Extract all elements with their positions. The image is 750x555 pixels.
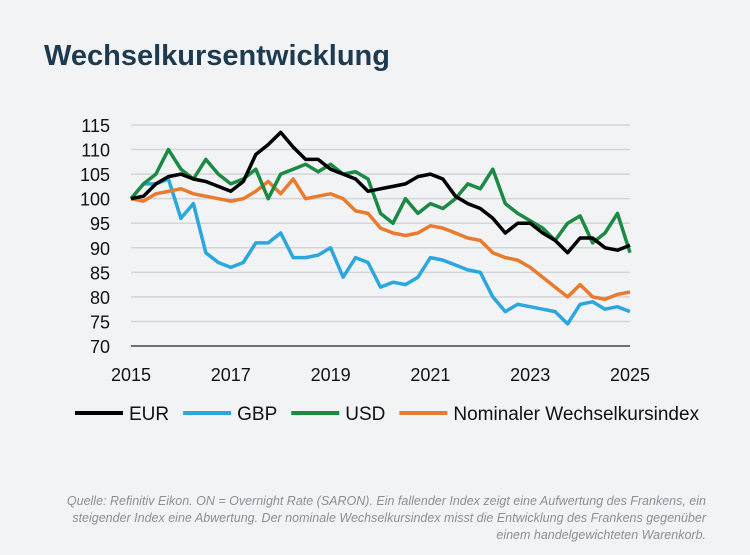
- x-tick-label: 2025: [610, 365, 650, 385]
- legend-label: Nominaler Wechselkursindex: [453, 404, 699, 425]
- y-tick-label: 115: [81, 116, 110, 136]
- y-tick-label: 90: [90, 239, 110, 259]
- x-tick-label: 2019: [311, 365, 351, 385]
- y-tick-label: 85: [90, 263, 110, 283]
- y-tick-label: 105: [80, 165, 110, 185]
- legend-label: GBP: [237, 404, 277, 425]
- y-tick-label: 110: [81, 141, 110, 161]
- y-tick-label: 100: [80, 190, 110, 210]
- x-tick-label: 2021: [410, 365, 450, 385]
- series-line-eur: [130, 130, 631, 255]
- y-tick-label: 80: [90, 288, 110, 308]
- legend-label: USD: [345, 404, 385, 425]
- y-tick-label: 75: [90, 312, 110, 332]
- series-line-nominaler-wechselkursindex: [130, 177, 631, 302]
- source-note: Quelle: Refinitiv Eikon. ON = Overnight …: [66, 494, 706, 542]
- legend-label: EUR: [129, 404, 169, 425]
- series-line-usd: [129, 147, 632, 254]
- series-line-gbp: [129, 177, 631, 326]
- line-chart: 70 75 80 85 90 95 100 105 110 115 2015 2017 2019 2021…: [75, 116, 700, 425]
- x-tick-label: 2015: [111, 365, 151, 385]
- chart-title: Wechselkursentwicklung: [44, 40, 390, 72]
- x-tick-label: 2017: [211, 365, 251, 385]
- x-tick-label: 2023: [510, 365, 550, 385]
- y-tick-label: 95: [90, 214, 110, 234]
- y-tick-label: 70: [90, 337, 110, 357]
